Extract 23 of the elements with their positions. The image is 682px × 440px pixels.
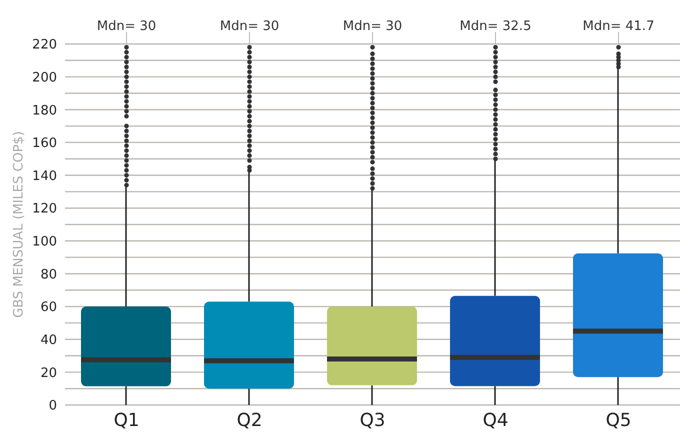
y-tick-label: 20	[40, 366, 57, 381]
y-tick-label: 160	[32, 136, 57, 152]
y-axis-title: GBS MENSUAL (MILES COP$)	[12, 131, 27, 318]
text: Mdn= 30	[342, 19, 402, 34]
text: Mdn= 41.7	[582, 19, 654, 34]
x-tick-label: Q3	[360, 410, 386, 431]
y-tick-label: 60	[40, 300, 57, 316]
y-tick-label: 80	[40, 267, 57, 282]
text: Mdn= 32.5	[460, 19, 532, 34]
x-tick-label: Q1	[114, 410, 140, 431]
text: Mdn= 30	[220, 19, 280, 34]
y-tick-label: 40	[40, 332, 57, 348]
x-tick-label: Q4	[482, 410, 508, 431]
x-tick-label: Q2	[236, 410, 262, 431]
text: Mdn= 30	[96, 19, 156, 34]
y-tick-label: 120	[32, 202, 57, 217]
y-tick-label: 180	[32, 103, 57, 118]
x-tick-label: Q5	[606, 410, 632, 431]
y-tick-label: 100	[32, 234, 57, 250]
y-tick-label: 220	[32, 38, 57, 53]
y-tick-label: 200	[32, 70, 57, 86]
y-tick-label: 0	[48, 398, 57, 414]
y-tick-label: 140	[32, 168, 57, 184]
